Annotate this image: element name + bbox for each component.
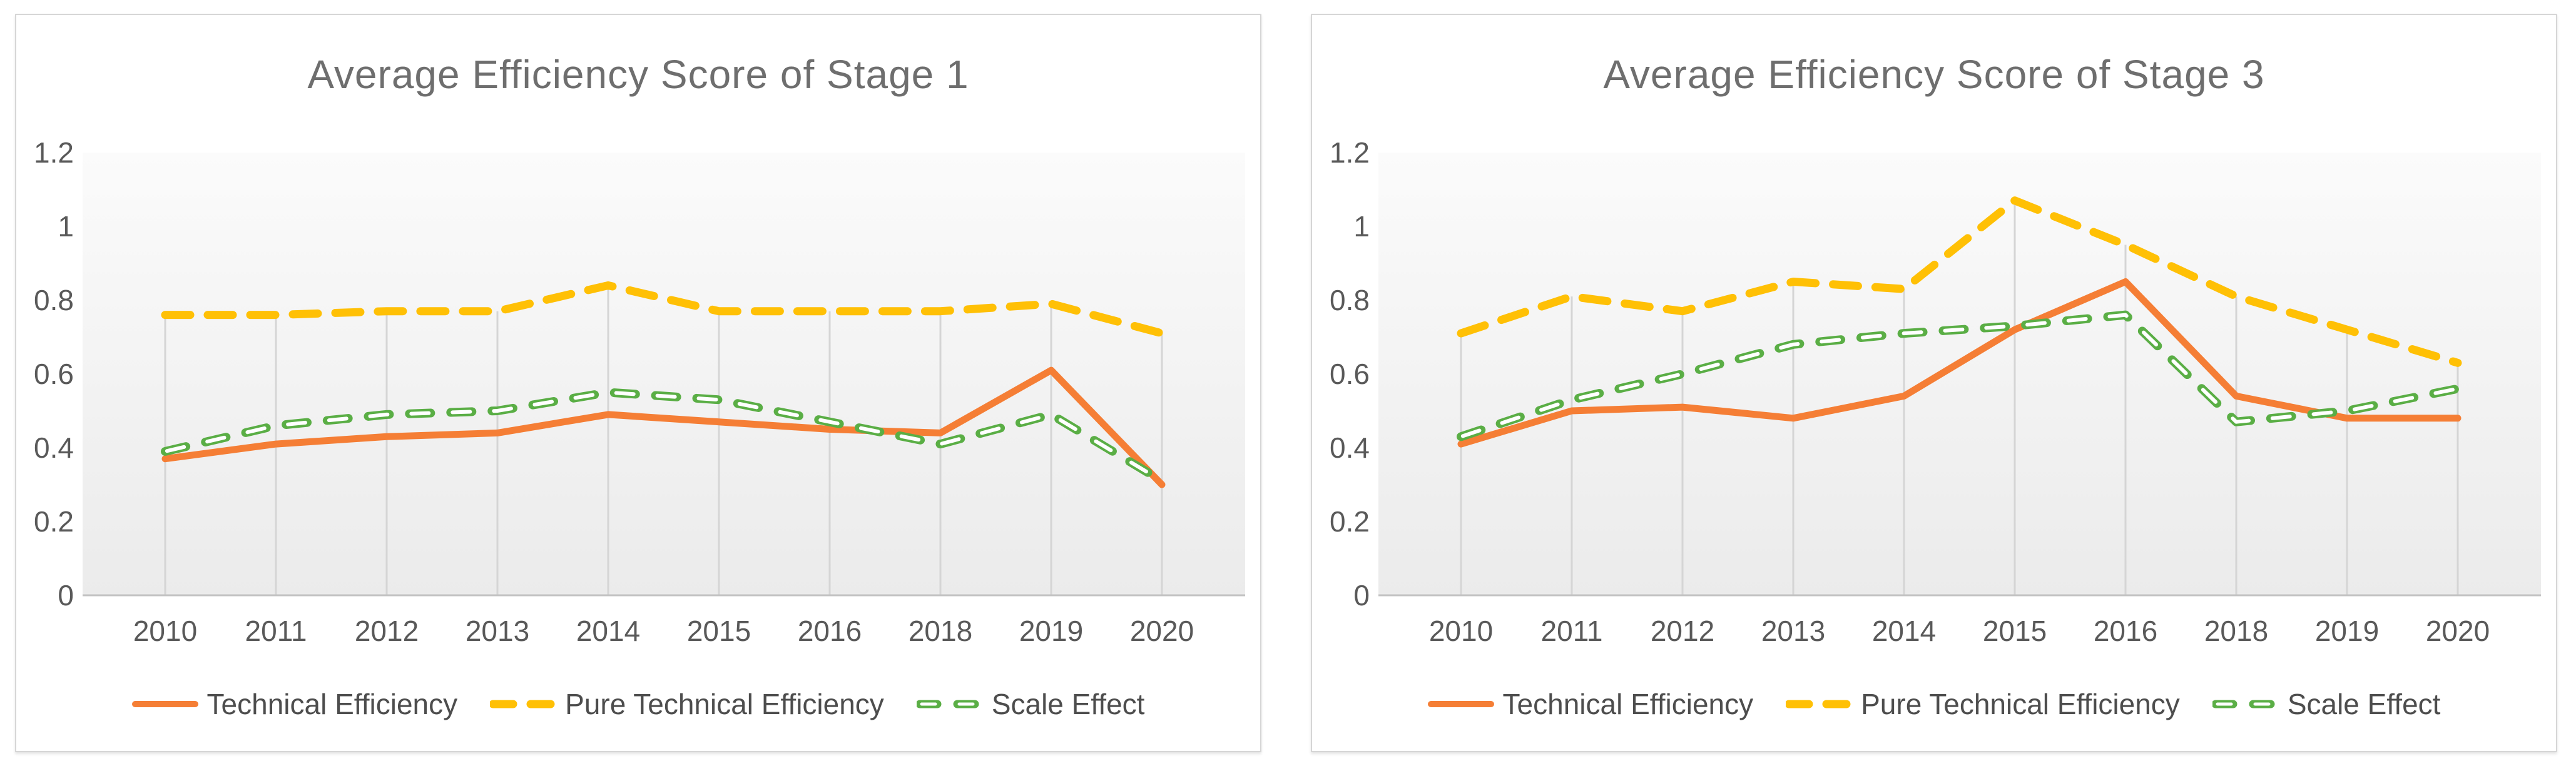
plot-area — [83, 153, 1245, 595]
legend-item-pure-technical-efficiency: Pure Technical Efficiency — [490, 687, 884, 721]
legend: Technical Efficiency Pure Technical Effic… — [16, 685, 1260, 723]
legend-label: Scale Effect — [991, 688, 1145, 720]
hollow-dash-line-icon — [916, 700, 985, 708]
x-tick-label: 2014 — [1872, 615, 1936, 647]
y-tick-label: 0.2 — [1330, 505, 1370, 538]
x-tick-label: 2015 — [1983, 615, 2047, 647]
plot-area — [1378, 153, 2541, 595]
hollow-dash-line-icon — [2212, 700, 2281, 708]
chart-title: Average Efficiency Score of Stage 3 — [1603, 52, 2265, 97]
stage-3-plot: 0 0.2 0.4 0.6 0.8 1 1.2 2010 2011 2012 2013 2014 201… — [1330, 136, 2541, 647]
y-tick-label: 1 — [58, 210, 74, 243]
x-tick-label: 2012 — [355, 615, 419, 647]
y-tick-label: 0.4 — [34, 431, 74, 464]
x-tick-label: 2010 — [1429, 615, 1493, 647]
dash-line-icon — [1786, 700, 1855, 708]
x-tick-label: 2016 — [2094, 615, 2157, 647]
legend-item-scale-effect: Scale Effect — [916, 687, 1145, 721]
x-tick-label: 2013 — [466, 615, 529, 647]
legend-item-technical-efficiency: Technical Efficiency — [1427, 687, 1754, 721]
x-tick-label: 2013 — [1761, 615, 1825, 647]
x-tick-label: 2019 — [2315, 615, 2379, 647]
dash-line-icon — [490, 700, 559, 708]
x-tick-label: 2018 — [2204, 615, 2268, 647]
chart-title: Average Efficiency Score of Stage 1 — [307, 52, 969, 97]
series-pure-technical-efficiency — [161, 281, 1166, 338]
legend-label: Scale Effect — [2287, 688, 2441, 720]
legend-label: Technical Efficiency — [206, 688, 458, 720]
legend-label: Pure Technical Efficiency — [1861, 688, 2180, 720]
series-pure-technical-efficiency — [1457, 196, 2462, 367]
y-tick-label: 0.8 — [1330, 284, 1370, 316]
y-tick-label: 1.2 — [1330, 136, 1370, 169]
y-tick-label: 0.6 — [1330, 358, 1370, 390]
legend-label: Technical Efficiency — [1502, 688, 1754, 720]
legend-label: Pure Technical Efficiency — [565, 688, 884, 720]
x-tick-label: 2020 — [2426, 615, 2490, 647]
x-tick-label: 2019 — [1019, 615, 1083, 647]
y-tick-label: 0.8 — [34, 284, 74, 316]
y-tick-label: 0.6 — [34, 358, 74, 390]
solid-line-icon — [131, 701, 198, 707]
series-scale-effect-inner — [163, 390, 1164, 483]
x-tick-label: 2018 — [909, 615, 972, 647]
x-tick-label: 2011 — [1541, 615, 1603, 647]
solid-line-icon — [1427, 701, 1494, 707]
x-tick-label: 2015 — [687, 615, 751, 647]
x-tick-label: 2011 — [245, 615, 307, 647]
y-tick-label: 1 — [1353, 210, 1370, 243]
x-tick-label: 2010 — [133, 615, 197, 647]
stage-1-plot: 0 0.2 0.4 0.6 0.8 1 1.2 2010 2011 2012 2013 2014 201… — [34, 136, 1245, 647]
x-tick-label: 2012 — [1651, 615, 1714, 647]
y-tick-label: 0.4 — [1330, 431, 1370, 464]
y-tick-label: 1.2 — [34, 136, 74, 169]
legend-item-pure-technical-efficiency: Pure Technical Efficiency — [1786, 687, 2180, 721]
legend-item-scale-effect: Scale Effect — [2212, 687, 2441, 721]
x-tick-label: 2014 — [576, 615, 640, 647]
series-scale-effect-inner — [1459, 313, 2460, 439]
chart-panel-stage-3[interactable]: Average Efficiency Score of Stage 3 0 0.2… — [1311, 14, 2557, 752]
legend: Technical Efficiency Pure Technical Effic… — [1312, 685, 2556, 723]
x-tick-label: 2020 — [1130, 615, 1194, 647]
chart-panel-stage-1[interactable]: Average Efficiency Score of Stage 1 0 0.2… — [15, 14, 1261, 752]
y-tick-label: 0 — [1353, 579, 1370, 612]
y-tick-label: 0 — [58, 579, 74, 612]
legend-item-technical-efficiency: Technical Efficiency — [131, 687, 458, 721]
y-tick-label: 0.2 — [34, 505, 74, 538]
series-technical-efficiency — [161, 366, 1166, 488]
series-technical-efficiency — [1457, 278, 2461, 448]
x-tick-label: 2016 — [798, 615, 862, 647]
